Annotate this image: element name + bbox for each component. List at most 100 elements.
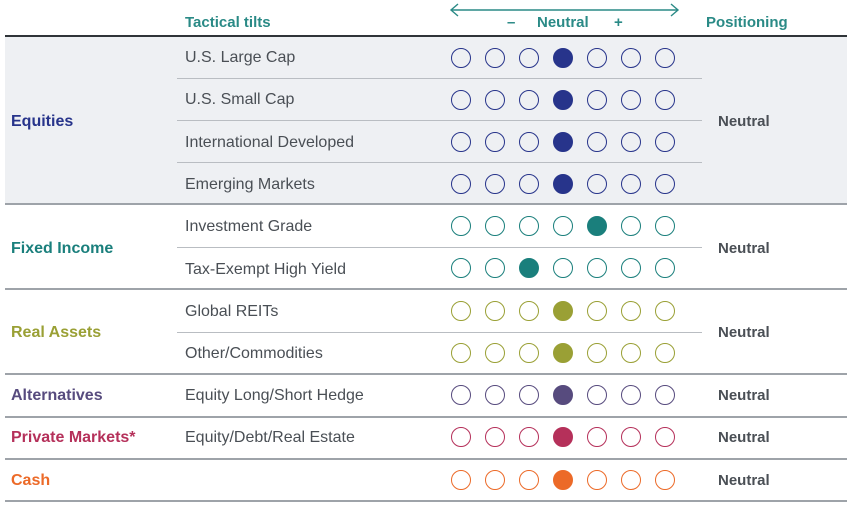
empty-dot (451, 132, 471, 152)
empty-dot (587, 427, 607, 447)
filled-dot (553, 301, 573, 321)
filled-dot (553, 90, 573, 110)
emerging-markets-label: Emerging Markets (185, 176, 315, 193)
equity-long-short-hedge-label: Equity Long/Short Hedge (185, 387, 364, 404)
empty-dot (621, 48, 641, 68)
empty-dot (621, 470, 641, 490)
row-divider (177, 162, 702, 163)
row-divider (177, 247, 702, 248)
filled-dot (553, 48, 573, 68)
empty-dot (587, 90, 607, 110)
empty-dot (485, 470, 505, 490)
alternatives-positioning: Neutral (718, 387, 770, 404)
empty-dot (655, 385, 675, 405)
real-assets-positioning: Neutral (718, 324, 770, 341)
empty-dot (655, 174, 675, 194)
empty-dot (655, 427, 675, 447)
equity-debt-real-estate-label: Equity/Debt/Real Estate (185, 429, 355, 446)
empty-dot (655, 343, 675, 363)
scale-arrow-icon (449, 3, 680, 17)
fixed-income-label: Fixed Income (11, 240, 114, 257)
filled-dot (553, 470, 573, 490)
other-commodities-label: Other/Commodities (185, 345, 323, 362)
filled-dot (553, 385, 573, 405)
filled-dot (553, 427, 573, 447)
empty-dot (519, 216, 539, 236)
equities-label: Equities (11, 113, 74, 130)
empty-dot (451, 258, 471, 278)
empty-dot (451, 427, 471, 447)
group-divider (5, 288, 847, 290)
empty-dot (519, 90, 539, 110)
empty-dot (451, 385, 471, 405)
empty-dot (519, 301, 539, 321)
cash-label: Cash (11, 472, 51, 489)
empty-dot (519, 48, 539, 68)
empty-dot (655, 301, 675, 321)
private-markets-label: Private Markets* (11, 429, 136, 446)
private-markets-positioning: Neutral (718, 429, 770, 446)
investment-grade-label: Investment Grade (185, 218, 313, 235)
empty-dot (587, 132, 607, 152)
empty-dot (655, 90, 675, 110)
empty-dot (451, 301, 471, 321)
empty-dot (621, 132, 641, 152)
empty-dot (587, 48, 607, 68)
empty-dot (519, 343, 539, 363)
empty-dot (519, 427, 539, 447)
empty-dot (451, 343, 471, 363)
empty-dot (655, 132, 675, 152)
positioning-header: Positioning (706, 14, 788, 31)
empty-dot (485, 174, 505, 194)
scale-minus-label: – (507, 14, 516, 31)
group-divider (5, 458, 847, 460)
empty-dot (655, 48, 675, 68)
global-reits-label: Global REITs (185, 303, 279, 320)
empty-dot (587, 385, 607, 405)
empty-dot (621, 343, 641, 363)
empty-dot (553, 216, 573, 236)
group-divider (5, 500, 847, 502)
empty-dot (587, 174, 607, 194)
group-divider (5, 416, 847, 418)
filled-dot (553, 343, 573, 363)
international-developed-label: International Developed (185, 134, 355, 151)
filled-dot (553, 174, 573, 194)
empty-dot (485, 90, 505, 110)
header-rule (5, 35, 847, 37)
empty-dot (485, 385, 505, 405)
empty-dot (485, 48, 505, 68)
empty-dot (519, 470, 539, 490)
group-divider (5, 203, 847, 205)
row-divider (177, 78, 702, 79)
empty-dot (485, 427, 505, 447)
filled-dot (587, 216, 607, 236)
empty-dot (621, 301, 641, 321)
empty-dot (451, 90, 471, 110)
empty-dot (587, 301, 607, 321)
empty-dot (485, 258, 505, 278)
empty-dot (655, 258, 675, 278)
real-assets-label: Real Assets (11, 324, 102, 341)
empty-dot (451, 174, 471, 194)
empty-dot (485, 343, 505, 363)
empty-dot (587, 343, 607, 363)
empty-dot (451, 48, 471, 68)
empty-dot (621, 258, 641, 278)
empty-dot (519, 174, 539, 194)
fixed-income-positioning: Neutral (718, 240, 770, 257)
empty-dot (451, 470, 471, 490)
us-large-cap-label: U.S. Large Cap (185, 49, 296, 66)
tax-exempt-high-yield-label: Tax-Exempt High Yield (185, 261, 346, 278)
scale-plus-label: + (614, 14, 623, 31)
row-divider (177, 120, 702, 121)
empty-dot (485, 301, 505, 321)
empty-dot (519, 385, 539, 405)
empty-dot (655, 470, 675, 490)
cash-positioning: Neutral (718, 472, 770, 489)
empty-dot (451, 216, 471, 236)
empty-dot (485, 132, 505, 152)
equities-positioning: Neutral (718, 113, 770, 130)
tactical-tilts-header: Tactical tilts (185, 14, 271, 31)
empty-dot (655, 216, 675, 236)
